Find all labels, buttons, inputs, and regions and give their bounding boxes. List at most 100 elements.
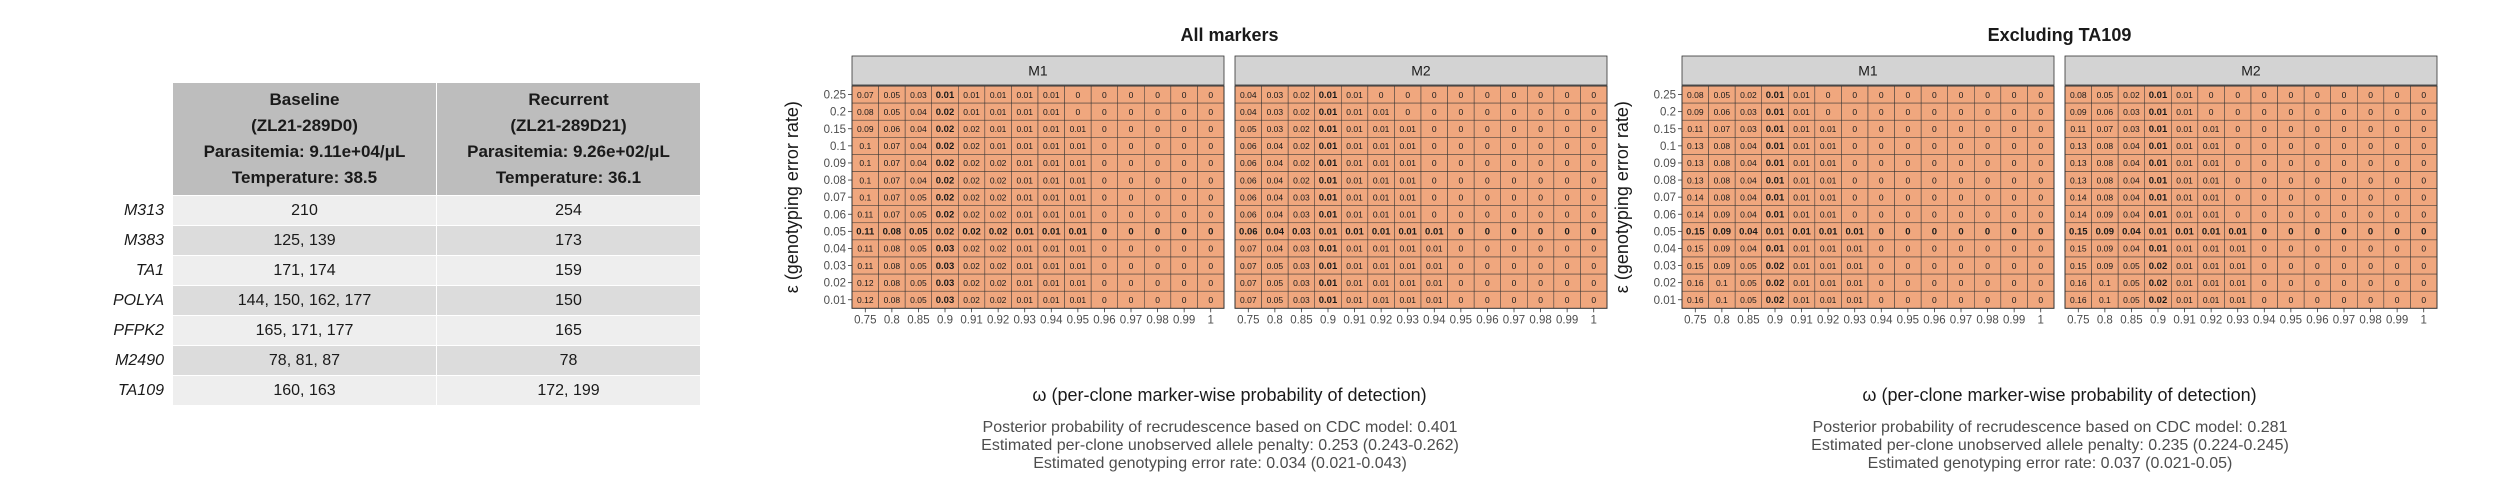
cell-value-label: 0.01: [2203, 158, 2220, 168]
cell-value-label: 0.16: [1687, 295, 1704, 305]
cell-value-label: 0: [1565, 124, 1570, 134]
cell-value-label: 0.01: [1016, 261, 1033, 271]
x-tick-label: 0.99: [2003, 314, 2025, 326]
cell-value-label: 0.01: [1346, 158, 1363, 168]
y-tick-label: 0.02: [1654, 278, 1676, 290]
cell-value-label: 0.09: [2097, 209, 2114, 219]
table-row: M313 210 254: [95, 195, 701, 226]
cell-value-label: 0: [2342, 209, 2347, 219]
cell-value-label: 0.16: [2070, 295, 2087, 305]
cell-value-label: 0: [1129, 90, 1134, 100]
cell-value-label: 0: [2342, 158, 2347, 168]
cell-value-label: 0.01: [2203, 209, 2220, 219]
cell-value-label: 0: [1182, 295, 1187, 305]
cell-value-label: 0: [1458, 141, 1463, 151]
cell-value-label: 0.01: [1070, 192, 1087, 202]
cell-value-label: 0: [1985, 141, 1990, 151]
summary-line: Estimated genotyping error rate: 0.034 (…: [1033, 455, 1407, 472]
cell-value-label: 0.11: [1687, 124, 1703, 134]
cell-value-label: 0: [2288, 278, 2293, 288]
cell-value-label: 0: [1129, 209, 1134, 219]
cell-value-label: 0.07: [884, 141, 901, 151]
cell-value-label: 0.09: [1713, 227, 1732, 238]
cell-value-label: 0.05: [2123, 295, 2140, 305]
cell-value-label: 0: [1985, 261, 1990, 271]
cell-value-label: 0.02: [990, 295, 1007, 305]
cell-value-label: 0.01: [2203, 192, 2220, 202]
cell-value-label: 0.01: [1070, 175, 1087, 185]
cell-value-label: 0.08: [883, 227, 902, 238]
cell-value-label: 0.08: [1714, 192, 1731, 202]
cell-value-label: 0.01: [1766, 141, 1785, 152]
cell-value-label: 0.1: [859, 192, 871, 202]
cell-value-label: 0: [1852, 107, 1857, 117]
summary-line: Posterior probability of recrudescence b…: [982, 419, 1458, 436]
cell-value-label: 0.1: [859, 141, 871, 151]
cell-value-label: 0: [1905, 141, 1910, 151]
cell-value-label: 0: [1155, 158, 1160, 168]
cell-value-label: 0: [1182, 124, 1187, 134]
cell-value-label: 0: [2288, 261, 2293, 271]
cell-value-label: 0.05: [2123, 278, 2140, 288]
cell-value-label: 0.01: [1373, 141, 1390, 151]
cell-value-label: 0: [2209, 107, 2214, 117]
cell-value-label: 0.04: [910, 124, 927, 134]
cell-value-label: 0: [1485, 124, 1490, 134]
cell-value-label: 0.01: [1820, 158, 1837, 168]
table-header-row: Baseline (ZL21-289D0) Parasitemia: 9.11e…: [95, 82, 701, 196]
cell-value-label: 0: [2368, 124, 2373, 134]
cell-value-label: 0.04: [2123, 192, 2140, 202]
cell-value-label: 0.01: [963, 90, 980, 100]
cell-value-label: 0: [2421, 124, 2426, 134]
cell-value-label: 0: [2235, 175, 2240, 185]
facet-strip-label: M1: [1858, 63, 1878, 79]
cell-value-label: 0.13: [2070, 141, 2087, 151]
x-tick-label: 0.93: [1014, 314, 1036, 326]
cell-value-label: 0.02: [963, 209, 980, 219]
cell-value-label: 0.05: [884, 90, 901, 100]
cell-value-label: 0: [2038, 158, 2043, 168]
x-axis-label: ω (per-clone marker-wise probability of …: [1862, 385, 2256, 405]
cell-value-label: 0: [1932, 124, 1937, 134]
cell-value-label: 0.01: [2229, 278, 2246, 288]
cell-value-label: 0.15: [2070, 244, 2087, 254]
cell-value-label: 0.01: [990, 141, 1007, 151]
cell-value-label: 0.03: [936, 261, 955, 272]
cell-value-label: 0: [1879, 158, 1884, 168]
cell-value-label: 0.04: [1240, 90, 1257, 100]
cell-value-label: 0.01: [1399, 158, 1416, 168]
cell-value-label: 0: [1155, 107, 1160, 117]
cell-value-label: 0: [2395, 107, 2400, 117]
header-line: Parasitemia: 9.26e+02/μL: [467, 142, 670, 161]
cell-value-label: 0: [1985, 295, 1990, 305]
cell-value-label: 0: [2262, 175, 2267, 185]
cell-value-label: 0: [2315, 158, 2320, 168]
cell-value-label: 0.01: [1070, 244, 1087, 254]
cell-value-label: 0.03: [1267, 107, 1284, 117]
cell-value-label: 0.14: [1687, 209, 1704, 219]
cell-value-label: 0: [2288, 192, 2293, 202]
cell-value-label: 0: [1905, 124, 1910, 134]
cell-value-label: 0: [2315, 175, 2320, 185]
cell-value-label: 0.03: [1267, 124, 1284, 134]
cell-value-label: 0: [2288, 141, 2293, 151]
cell-value-label: 0.02: [1293, 107, 1310, 117]
cell-value-label: 0: [2342, 141, 2347, 151]
cell-value-label: 0.08: [1714, 175, 1731, 185]
table-row: M2490 78, 81, 87 78: [95, 345, 701, 376]
cell-value-label: 0: [2262, 227, 2267, 238]
cell-value-label: 0.05: [909, 227, 928, 238]
y-tick-label: 0.06: [1654, 209, 1676, 221]
cell-value-label: 0: [1155, 278, 1160, 288]
cell-value-label: 0.07: [884, 158, 901, 168]
cell-value-label: 0: [2038, 124, 2043, 134]
marker-name: M313: [95, 195, 173, 226]
cell-value-label: 0.01: [1846, 261, 1863, 271]
x-tick-label: 0.85: [907, 314, 929, 326]
cell-value-label: 0.01: [2176, 175, 2193, 185]
cell-value-label: 0: [1182, 209, 1187, 219]
cell-value-label: 0.02: [963, 278, 980, 288]
cell-value-label: 0.01: [990, 90, 1007, 100]
cell-value-label: 0.01: [2176, 295, 2193, 305]
baseline-column-header: Baseline (ZL21-289D0) Parasitemia: 9.11e…: [172, 82, 437, 196]
